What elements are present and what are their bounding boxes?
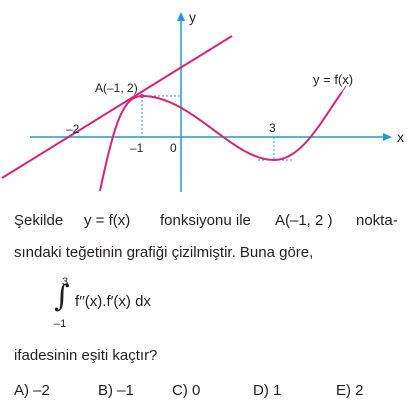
question-line1-mid: fonksiyonu ile — [160, 212, 251, 229]
origin-label: 0 — [170, 141, 177, 155]
function-curve — [99, 91, 343, 192]
option-c-value: 0 — [192, 382, 201, 399]
integral-lower-limit: –1 — [54, 318, 67, 330]
y-axis-label: y — [189, 9, 196, 25]
option-a-value: –2 — [33, 382, 50, 399]
point-a — [140, 94, 144, 98]
function-graph: y x A(–1, 2) y = f(x) –2 –1 0 3 — [1, 9, 404, 192]
option-e[interactable]: E) 2 — [336, 382, 364, 400]
x-axis-label: x — [397, 129, 404, 145]
point-a-label: A(–1, 2) — [95, 81, 138, 95]
x-axis-arrow — [383, 133, 392, 141]
option-d-value: 1 — [273, 382, 282, 399]
tangent-line — [1, 35, 233, 179]
question-line1-function: y = f(x) — [84, 212, 131, 229]
option-d[interactable]: D) 1 — [253, 382, 281, 400]
option-b-letter: B) — [98, 382, 113, 399]
tick-label-3: 3 — [269, 121, 276, 135]
y-axis-arrow — [177, 12, 185, 21]
option-c-letter: C) — [172, 382, 188, 399]
option-b-value: –1 — [117, 382, 134, 399]
option-d-letter: D) — [253, 382, 269, 399]
option-e-letter: E) — [336, 382, 351, 399]
integral-upper-limit: 3 — [62, 276, 69, 288]
integral-sign: ∫ — [54, 279, 70, 314]
tick-label-neg1: –1 — [130, 141, 144, 155]
tick-label-neg2: –2 — [66, 122, 80, 136]
curve-label: y = f(x) — [313, 72, 353, 87]
option-e-value: 2 — [355, 382, 364, 399]
option-a[interactable]: A) –2 — [14, 382, 50, 400]
question-line2: sındaki teğetinin grafiği çizilmiştir. B… — [14, 244, 314, 261]
option-a-letter: A) — [14, 382, 29, 399]
integrand: f′′(x).f′(x) dx — [75, 293, 151, 310]
option-c[interactable]: C) 0 — [172, 382, 200, 400]
question-line1-point: A(–1, 2 ) — [275, 212, 333, 229]
question-line1-suffix: nokta- — [356, 212, 398, 229]
question-line3: ifadesinin eşiti kaçtır? — [14, 347, 158, 364]
question-line1-prefix: Şekilde — [14, 212, 64, 229]
option-b[interactable]: B) –1 — [98, 382, 134, 400]
curve-label-leader — [341, 85, 347, 93]
